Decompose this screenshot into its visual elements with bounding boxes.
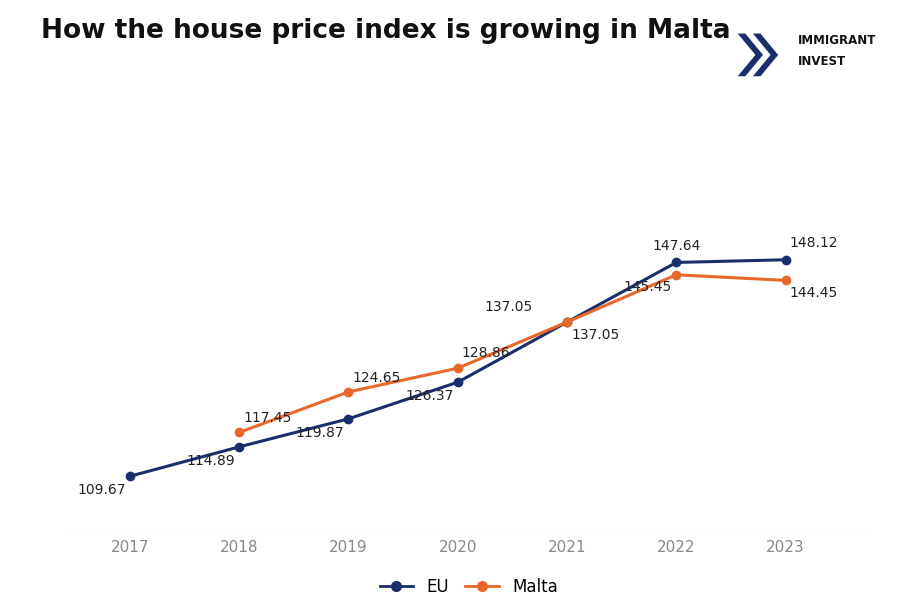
Polygon shape xyxy=(753,34,778,76)
Text: IMMIGRANT: IMMIGRANT xyxy=(798,34,876,46)
Legend: EU, Malta: EU, Malta xyxy=(373,572,564,603)
Text: 119.87: 119.87 xyxy=(296,426,345,440)
Text: 114.89: 114.89 xyxy=(187,454,235,468)
Text: 148.12: 148.12 xyxy=(789,236,838,250)
Text: 117.45: 117.45 xyxy=(244,412,291,426)
Text: 126.37: 126.37 xyxy=(405,389,454,403)
Text: 109.67: 109.67 xyxy=(77,483,126,497)
Text: 147.64: 147.64 xyxy=(652,239,700,253)
Text: 137.05: 137.05 xyxy=(484,300,532,314)
Text: 124.65: 124.65 xyxy=(353,371,401,385)
Text: 145.45: 145.45 xyxy=(624,280,672,294)
Polygon shape xyxy=(738,34,763,76)
Text: How the house price index is growing in Malta: How the house price index is growing in … xyxy=(41,18,731,45)
Text: 144.45: 144.45 xyxy=(789,286,838,300)
Text: 128.86: 128.86 xyxy=(462,346,511,360)
Text: INVEST: INVEST xyxy=(798,55,845,68)
Text: 137.05: 137.05 xyxy=(572,328,619,342)
